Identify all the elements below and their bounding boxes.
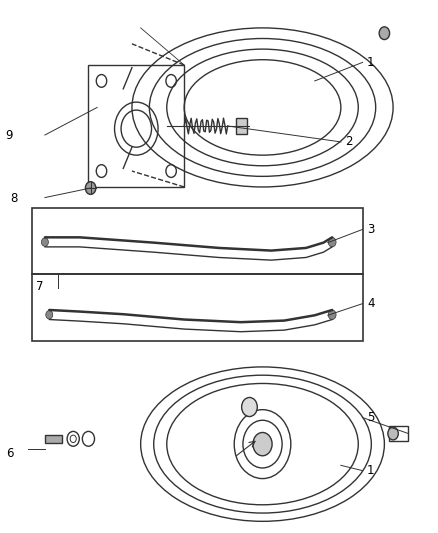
Text: 6: 6 xyxy=(6,447,13,459)
Circle shape xyxy=(253,432,272,456)
Bar xyxy=(32,274,363,341)
Bar xyxy=(389,425,408,441)
Circle shape xyxy=(42,238,48,246)
Circle shape xyxy=(379,27,390,39)
Bar xyxy=(237,118,247,134)
Text: 3: 3 xyxy=(367,223,374,236)
Text: 4: 4 xyxy=(367,297,374,310)
Circle shape xyxy=(242,398,257,417)
Circle shape xyxy=(328,310,336,319)
Text: 5: 5 xyxy=(367,411,374,424)
Text: 1: 1 xyxy=(367,56,374,69)
Text: 2: 2 xyxy=(345,135,353,148)
Circle shape xyxy=(85,182,96,195)
Circle shape xyxy=(46,311,53,319)
Text: 1: 1 xyxy=(367,464,374,477)
Bar xyxy=(88,65,184,187)
Text: 7: 7 xyxy=(36,280,44,293)
Text: 9: 9 xyxy=(6,128,13,141)
Text: 8: 8 xyxy=(10,192,18,205)
Circle shape xyxy=(388,427,398,440)
Bar xyxy=(32,208,363,274)
Circle shape xyxy=(328,237,336,247)
Bar xyxy=(45,434,62,443)
